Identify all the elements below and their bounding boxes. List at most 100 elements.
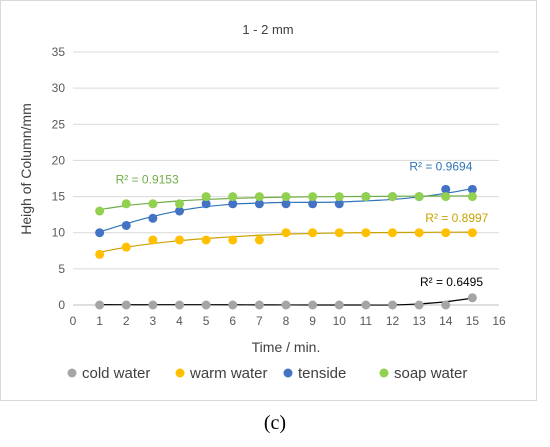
- data-point-tenside-2: [121, 220, 131, 230]
- data-point-warm-water-14: [441, 228, 451, 238]
- data-point-tenside-3: [148, 213, 158, 223]
- x-tick-label-14: 14: [439, 314, 453, 328]
- data-point-soap-water-6: [228, 192, 238, 202]
- data-point-warm-water-2: [121, 242, 131, 252]
- data-point-tenside-5: [201, 199, 211, 209]
- data-point-soap-water-1: [95, 206, 105, 216]
- y-tick-label-15: 15: [52, 190, 66, 204]
- data-point-warm-water-13: [414, 228, 424, 238]
- legend-marker-tenside: [283, 368, 293, 378]
- data-point-soap-water-4: [175, 199, 184, 209]
- y-tick-label-25: 25: [52, 117, 66, 131]
- data-point-warm-water-7: [254, 235, 264, 245]
- data-point-cold-water-14: [441, 300, 451, 310]
- data-point-soap-water-8: [281, 192, 291, 202]
- x-tick-label-1: 1: [96, 314, 103, 328]
- data-point-soap-water-9: [308, 192, 318, 202]
- x-tick-label-11: 11: [360, 314, 373, 328]
- data-point-warm-water-6: [228, 235, 238, 245]
- r2-label-cold-water: R² = 0.6495: [420, 275, 483, 289]
- data-point-cold-water-15: [467, 293, 477, 303]
- x-tick-label-16: 16: [492, 314, 506, 328]
- data-point-cold-water-11: [361, 300, 371, 310]
- data-point-tenside-4: [175, 206, 184, 216]
- data-point-tenside-7: [254, 199, 264, 209]
- r2-label-warm-water: R² = 0.8997: [425, 211, 488, 225]
- data-point-soap-water-3: [148, 199, 158, 209]
- data-point-warm-water-5: [201, 235, 211, 245]
- data-point-warm-water-11: [361, 228, 371, 238]
- data-point-cold-water-9: [308, 300, 318, 310]
- panel-label: (c): [263, 412, 287, 434]
- r2-label-soap-water: R² = 0.9153: [116, 173, 179, 187]
- chart-title: 1 - 2 mm: [242, 22, 293, 37]
- r2-label-tenside: R² = 0.9694: [409, 160, 472, 174]
- data-point-cold-water-7: [254, 300, 264, 310]
- x-tick-label-9: 9: [309, 314, 316, 328]
- data-point-tenside-9: [308, 199, 318, 209]
- legend: cold water warm water tenside soap water: [67, 365, 467, 382]
- data-point-soap-water-12: [388, 192, 397, 202]
- x-tick-label-3: 3: [150, 314, 157, 328]
- data-point-cold-water-4: [175, 300, 184, 310]
- x-tick-label-10: 10: [333, 314, 347, 328]
- x-tick-label-13: 13: [412, 314, 426, 328]
- x-tick-label-12: 12: [386, 314, 400, 328]
- chart-frame: 0 5 10 15 20 25 30 35 0 1 2 3 4 5 6 7 8 9 10 11 12 13 14 15 16 R…: [0, 0, 537, 401]
- data-point-soap-water-15: [467, 192, 477, 202]
- legend-marker-cold-water: [67, 368, 77, 378]
- data-point-cold-water-10: [334, 300, 344, 310]
- y-axis-label: Heigh of Column/mm: [18, 103, 34, 235]
- data-point-cold-water-12: [388, 300, 397, 310]
- data-point-soap-water-2: [121, 199, 131, 209]
- data-point-cold-water-1: [95, 300, 105, 310]
- data-point-warm-water-3: [148, 235, 158, 245]
- data-point-tenside-10: [334, 199, 344, 209]
- data-point-warm-water-15: [467, 228, 477, 238]
- x-tick-label-0: 0: [70, 314, 77, 328]
- x-tick-label-5: 5: [203, 314, 210, 328]
- legend-marker-warm-water: [175, 368, 185, 378]
- legend-label-warm-water: warm water: [189, 365, 268, 382]
- data-point-tenside-14: [441, 184, 451, 194]
- data-point-tenside-6: [228, 199, 238, 209]
- data-point-warm-water-12: [388, 228, 397, 238]
- data-point-soap-water-11: [361, 192, 371, 202]
- data-point-warm-water-10: [334, 228, 344, 238]
- x-tick-label-15: 15: [466, 314, 480, 328]
- data-point-cold-water-3: [148, 300, 158, 310]
- data-point-tenside-15: [467, 184, 477, 194]
- y-tick-label-20: 20: [52, 153, 66, 167]
- data-point-warm-water-1: [95, 249, 105, 259]
- x-tick-label-7: 7: [256, 314, 263, 328]
- data-point-tenside-8: [281, 199, 291, 209]
- legend-label-soap-water: soap water: [394, 365, 467, 382]
- data-point-warm-water-4: [175, 235, 184, 245]
- data-point-cold-water-6: [228, 300, 238, 310]
- labels: R² = 0.6495 R² = 0.8997 R² = 0.9694 R² = 0.…: [116, 160, 489, 290]
- x-tick-label-4: 4: [176, 314, 183, 328]
- y-tick-label-0: 0: [58, 298, 65, 312]
- y-tick-label-30: 30: [52, 81, 66, 95]
- data-point-soap-water-14: [441, 192, 451, 202]
- data-point-soap-water-5: [201, 192, 211, 202]
- x-axis-label: Time / min.: [252, 339, 321, 355]
- legend-marker-soap-water: [379, 368, 389, 378]
- y-tick-label-10: 10: [52, 226, 66, 240]
- data-points: [95, 184, 477, 310]
- legend-label-tenside: tenside: [298, 365, 346, 382]
- data-point-soap-water-13: [414, 192, 424, 202]
- data-point-tenside-1: [95, 228, 105, 238]
- data-point-cold-water-2: [121, 300, 131, 310]
- data-point-cold-water-5: [201, 300, 211, 310]
- x-tick-label-8: 8: [283, 314, 290, 328]
- data-point-cold-water-8: [281, 300, 291, 310]
- legend-label-cold-water: cold water: [82, 365, 150, 382]
- data-point-soap-water-10: [334, 192, 344, 202]
- y-tick-label-35: 35: [52, 45, 66, 59]
- data-point-soap-water-7: [254, 192, 264, 202]
- x-tick-label-6: 6: [229, 314, 236, 328]
- data-point-cold-water-13: [414, 300, 424, 310]
